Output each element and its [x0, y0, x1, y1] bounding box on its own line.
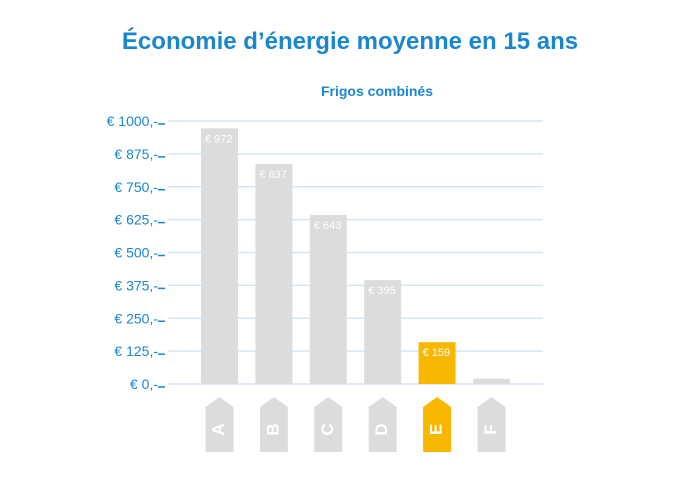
value-label-a: € 972	[205, 133, 233, 145]
value-labels: € 972 € 837 € 643 € 395 € 159	[205, 133, 450, 359]
energy-class-tag-c	[314, 397, 343, 452]
bar-b	[255, 163, 293, 384]
y-tick-label: € 0,-	[130, 376, 158, 392]
energy-class-tags: A B C D E F	[205, 397, 506, 452]
y-tick-label: € 625,-	[114, 212, 158, 228]
energy-class-tag-f	[477, 397, 506, 452]
energy-class-tag-e	[423, 397, 452, 452]
energy-class-tag-a	[205, 397, 234, 452]
bars	[201, 128, 510, 384]
y-tick-label: € 250,-	[114, 310, 158, 326]
bar-a	[201, 128, 238, 384]
bar-d	[364, 280, 402, 384]
value-label-e: € 159	[423, 347, 451, 359]
energy-class-tag-d	[368, 397, 397, 452]
category-label-e: E	[427, 424, 446, 435]
chart-subtitle: Frigos combinés	[321, 83, 433, 99]
y-tick-label: € 125,-	[114, 343, 158, 359]
y-axis-ticks: € 0,- € 125,- € 250,- € 375,- € 500,- € 625,-…	[107, 113, 165, 392]
value-label-b: € 837	[259, 169, 287, 181]
category-label-d: D	[372, 423, 391, 435]
value-label-d: € 395	[368, 285, 396, 297]
y-tick-label: € 875,-	[114, 146, 158, 162]
category-label-c: C	[318, 423, 337, 435]
bar-e	[418, 342, 456, 384]
y-tick-label: € 500,-	[114, 245, 158, 261]
category-label-a: A	[209, 423, 228, 435]
chart-title: Économie d’énergie moyenne en 15 ans	[122, 27, 578, 55]
energy-class-tag-b	[259, 397, 288, 452]
bar-f	[473, 378, 510, 384]
y-tick-label: € 1000,-	[107, 113, 159, 129]
y-tick-label: € 750,-	[114, 179, 158, 195]
value-label-c: € 643	[314, 220, 342, 232]
y-tick-label: € 375,-	[114, 277, 158, 293]
bar-c	[309, 214, 347, 384]
category-label-b: B	[263, 423, 282, 435]
category-label-f: F	[481, 424, 500, 434]
